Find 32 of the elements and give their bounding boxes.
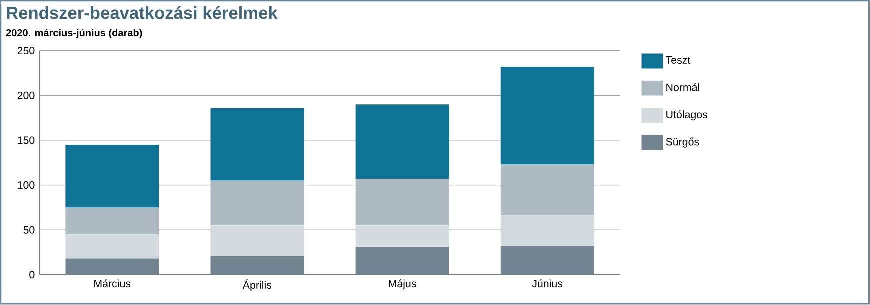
- bar: [356, 226, 450, 248]
- bar: [500, 164, 594, 216]
- bar: [210, 226, 304, 256]
- y-tick-label: 200: [18, 92, 35, 100]
- y-tick-label: 250: [18, 47, 35, 55]
- chart-title: Rendszer-beavatkozási kérelmek: [7, 6, 278, 20]
- bar: [210, 108, 304, 181]
- chart-subtitle: 2020. március-június (darab): [6, 29, 142, 39]
- x-tick-label: Március: [94, 280, 131, 288]
- bar: [66, 208, 160, 235]
- x-tick-label: Május: [389, 280, 416, 290]
- legend-label: Sürgős: [666, 138, 700, 148]
- legend-label: Normál: [666, 83, 700, 92]
- legend-label: Teszt: [666, 56, 691, 64]
- bar: [500, 246, 594, 276]
- y-tick-label: 50: [24, 226, 35, 234]
- bar: [66, 145, 160, 208]
- bar: [500, 216, 594, 246]
- bar: [356, 247, 450, 276]
- legend-label: Utólagos: [666, 110, 708, 121]
- bar: [500, 67, 594, 165]
- x-tick-label: Június: [532, 280, 563, 288]
- bar: [356, 104, 450, 180]
- bar: [210, 256, 304, 276]
- bar: [356, 179, 450, 226]
- bar: [66, 234, 160, 259]
- x-tick-label: Április: [242, 280, 272, 292]
- y-tick-label: 0: [30, 271, 35, 279]
- y-tick-label: 150: [18, 136, 35, 144]
- bar: [210, 180, 304, 226]
- bar: [66, 258, 160, 276]
- y-tick-label: 100: [18, 182, 35, 190]
